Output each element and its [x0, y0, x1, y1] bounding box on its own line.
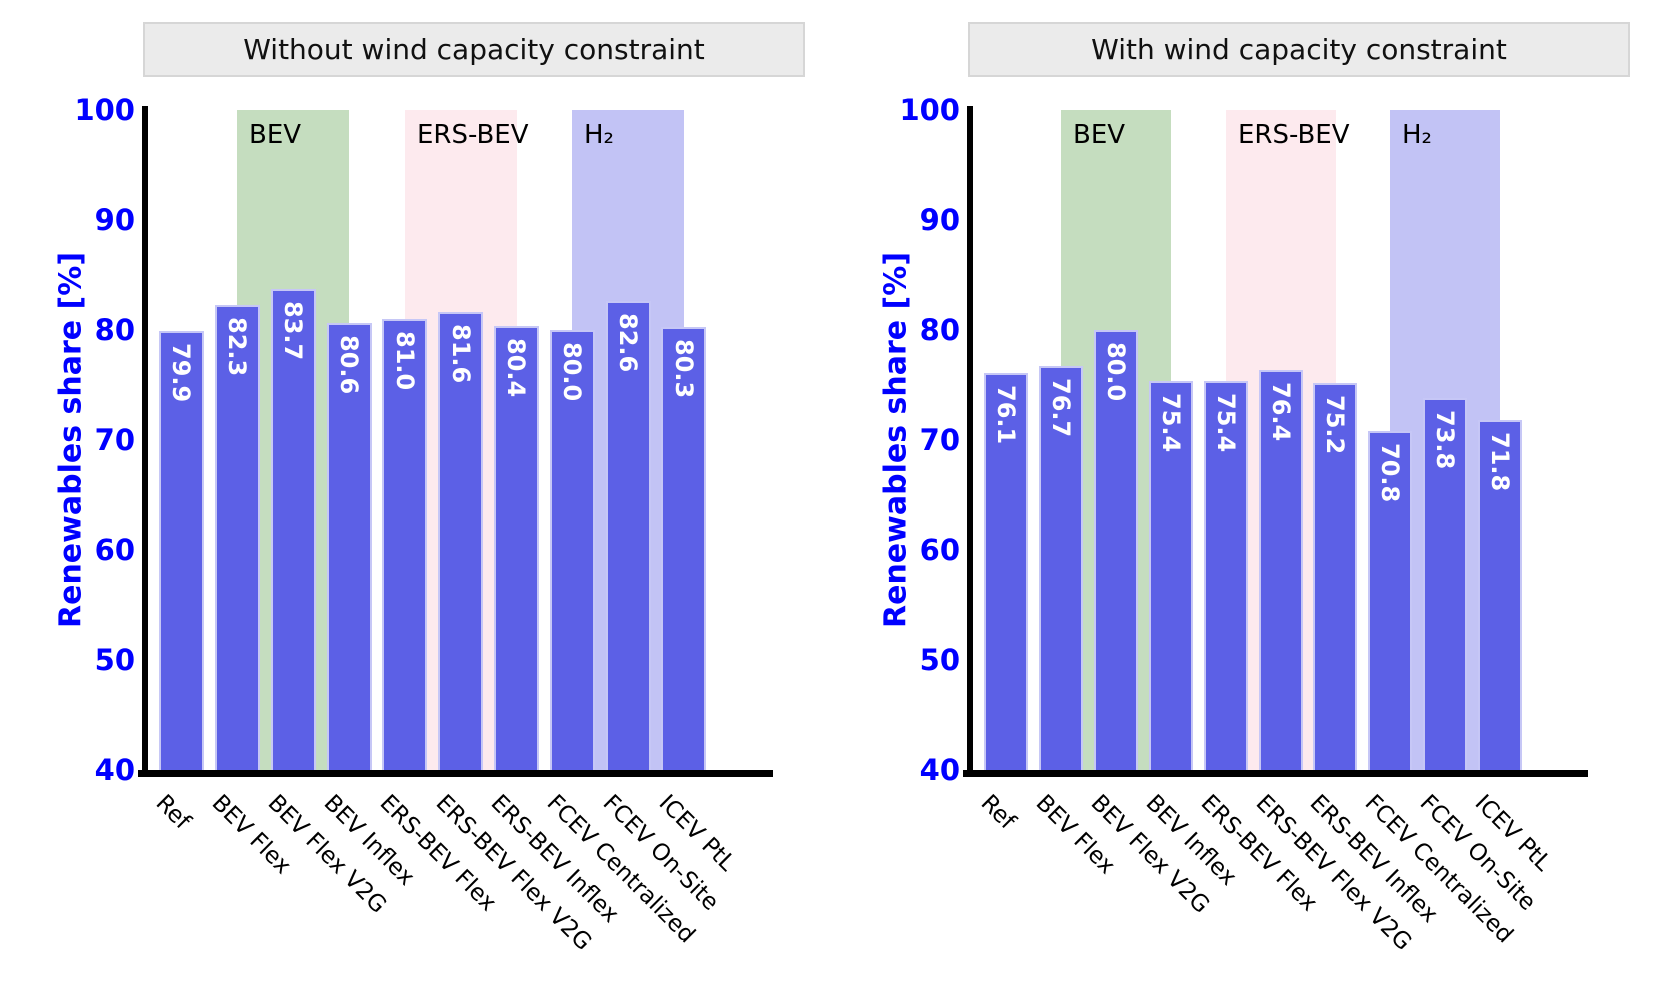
bar [606, 301, 651, 770]
bar [1094, 330, 1138, 770]
bar [159, 331, 204, 770]
group-band-label: BEV [1073, 120, 1126, 150]
bar-value-label: 70.8 [1376, 443, 1404, 503]
group-band-label: H₂ [1402, 120, 1432, 150]
bar-value-label: 80.0 [1102, 342, 1130, 402]
chart-without-wind-constraint: Without wind capacity constraint Renewab… [54, 22, 805, 956]
y-axis-line [142, 106, 148, 777]
bar [1259, 370, 1303, 770]
bar [1368, 431, 1412, 770]
bar [1478, 420, 1522, 770]
group-band-label: H₂ [584, 120, 614, 150]
bar [1204, 381, 1248, 770]
y-tick-label: 70 [919, 423, 960, 457]
bar [215, 305, 260, 770]
bar-value-label: 76.7 [1047, 378, 1075, 438]
bar-value-label: 75.2 [1321, 395, 1349, 455]
x-tick-label: Ref [975, 790, 1021, 835]
bar-value-label: 73.8 [1431, 410, 1459, 470]
group-band-label: ERS-BEV [417, 120, 529, 150]
bar-value-label: 80.6 [335, 335, 363, 395]
bar [661, 327, 706, 770]
y-axis-line [967, 106, 973, 777]
bar-value-label: 81.6 [447, 324, 475, 384]
bar-value-label: 75.4 [1212, 393, 1240, 453]
y-tick-label: 70 [94, 423, 135, 457]
y-tick-label: 40 [919, 753, 960, 787]
group-band-label: ERS-BEV [1238, 120, 1350, 150]
y-tick-label: 100 [74, 93, 135, 127]
x-tick-label: Ref [150, 790, 196, 835]
chart-title: With wind capacity constraint [968, 22, 1630, 77]
bar-value-label: 79.9 [167, 343, 195, 403]
bar [1039, 366, 1083, 770]
chart-title: Without wind capacity constraint [143, 22, 805, 77]
bar [271, 289, 316, 770]
bar [382, 319, 427, 770]
x-axis-line [963, 770, 1588, 777]
y-tick-label: 50 [919, 643, 960, 677]
bar [984, 373, 1028, 770]
bar-value-label: 80.4 [502, 338, 530, 398]
chart-with-wind-constraint: With wind capacity constraint Renewables… [825, 0, 1661, 997]
bar-value-label: 83.7 [279, 301, 307, 361]
y-tick-label: 90 [919, 203, 960, 237]
bar-value-label: 82.3 [223, 317, 251, 377]
y-tick-label: 80 [94, 313, 135, 347]
bar [494, 326, 539, 770]
bar-value-label: 76.4 [1267, 382, 1295, 442]
bar [550, 330, 595, 770]
bar [1149, 381, 1193, 770]
bar-value-label: 80.0 [558, 342, 586, 402]
bar-value-label: 71.8 [1486, 432, 1514, 492]
y-tick-label: 40 [94, 753, 135, 787]
bar-value-label: 82.6 [614, 313, 642, 373]
bar [327, 323, 372, 770]
y-tick-label: 80 [919, 313, 960, 347]
bar [438, 312, 483, 770]
bar-value-label: 81.0 [391, 331, 419, 391]
x-axis-line [138, 770, 773, 777]
y-tick-label: 90 [94, 203, 135, 237]
bar [1423, 398, 1467, 770]
bar [1313, 383, 1357, 770]
bar-value-label: 80.3 [670, 339, 698, 399]
y-tick-label: 60 [919, 533, 960, 567]
group-band-label: BEV [249, 120, 302, 150]
y-tick-label: 50 [94, 643, 135, 677]
bar-value-label: 76.1 [992, 385, 1020, 445]
y-tick-label: 100 [899, 93, 960, 127]
bar-value-label: 75.4 [1157, 393, 1185, 453]
y-tick-label: 60 [94, 533, 135, 567]
